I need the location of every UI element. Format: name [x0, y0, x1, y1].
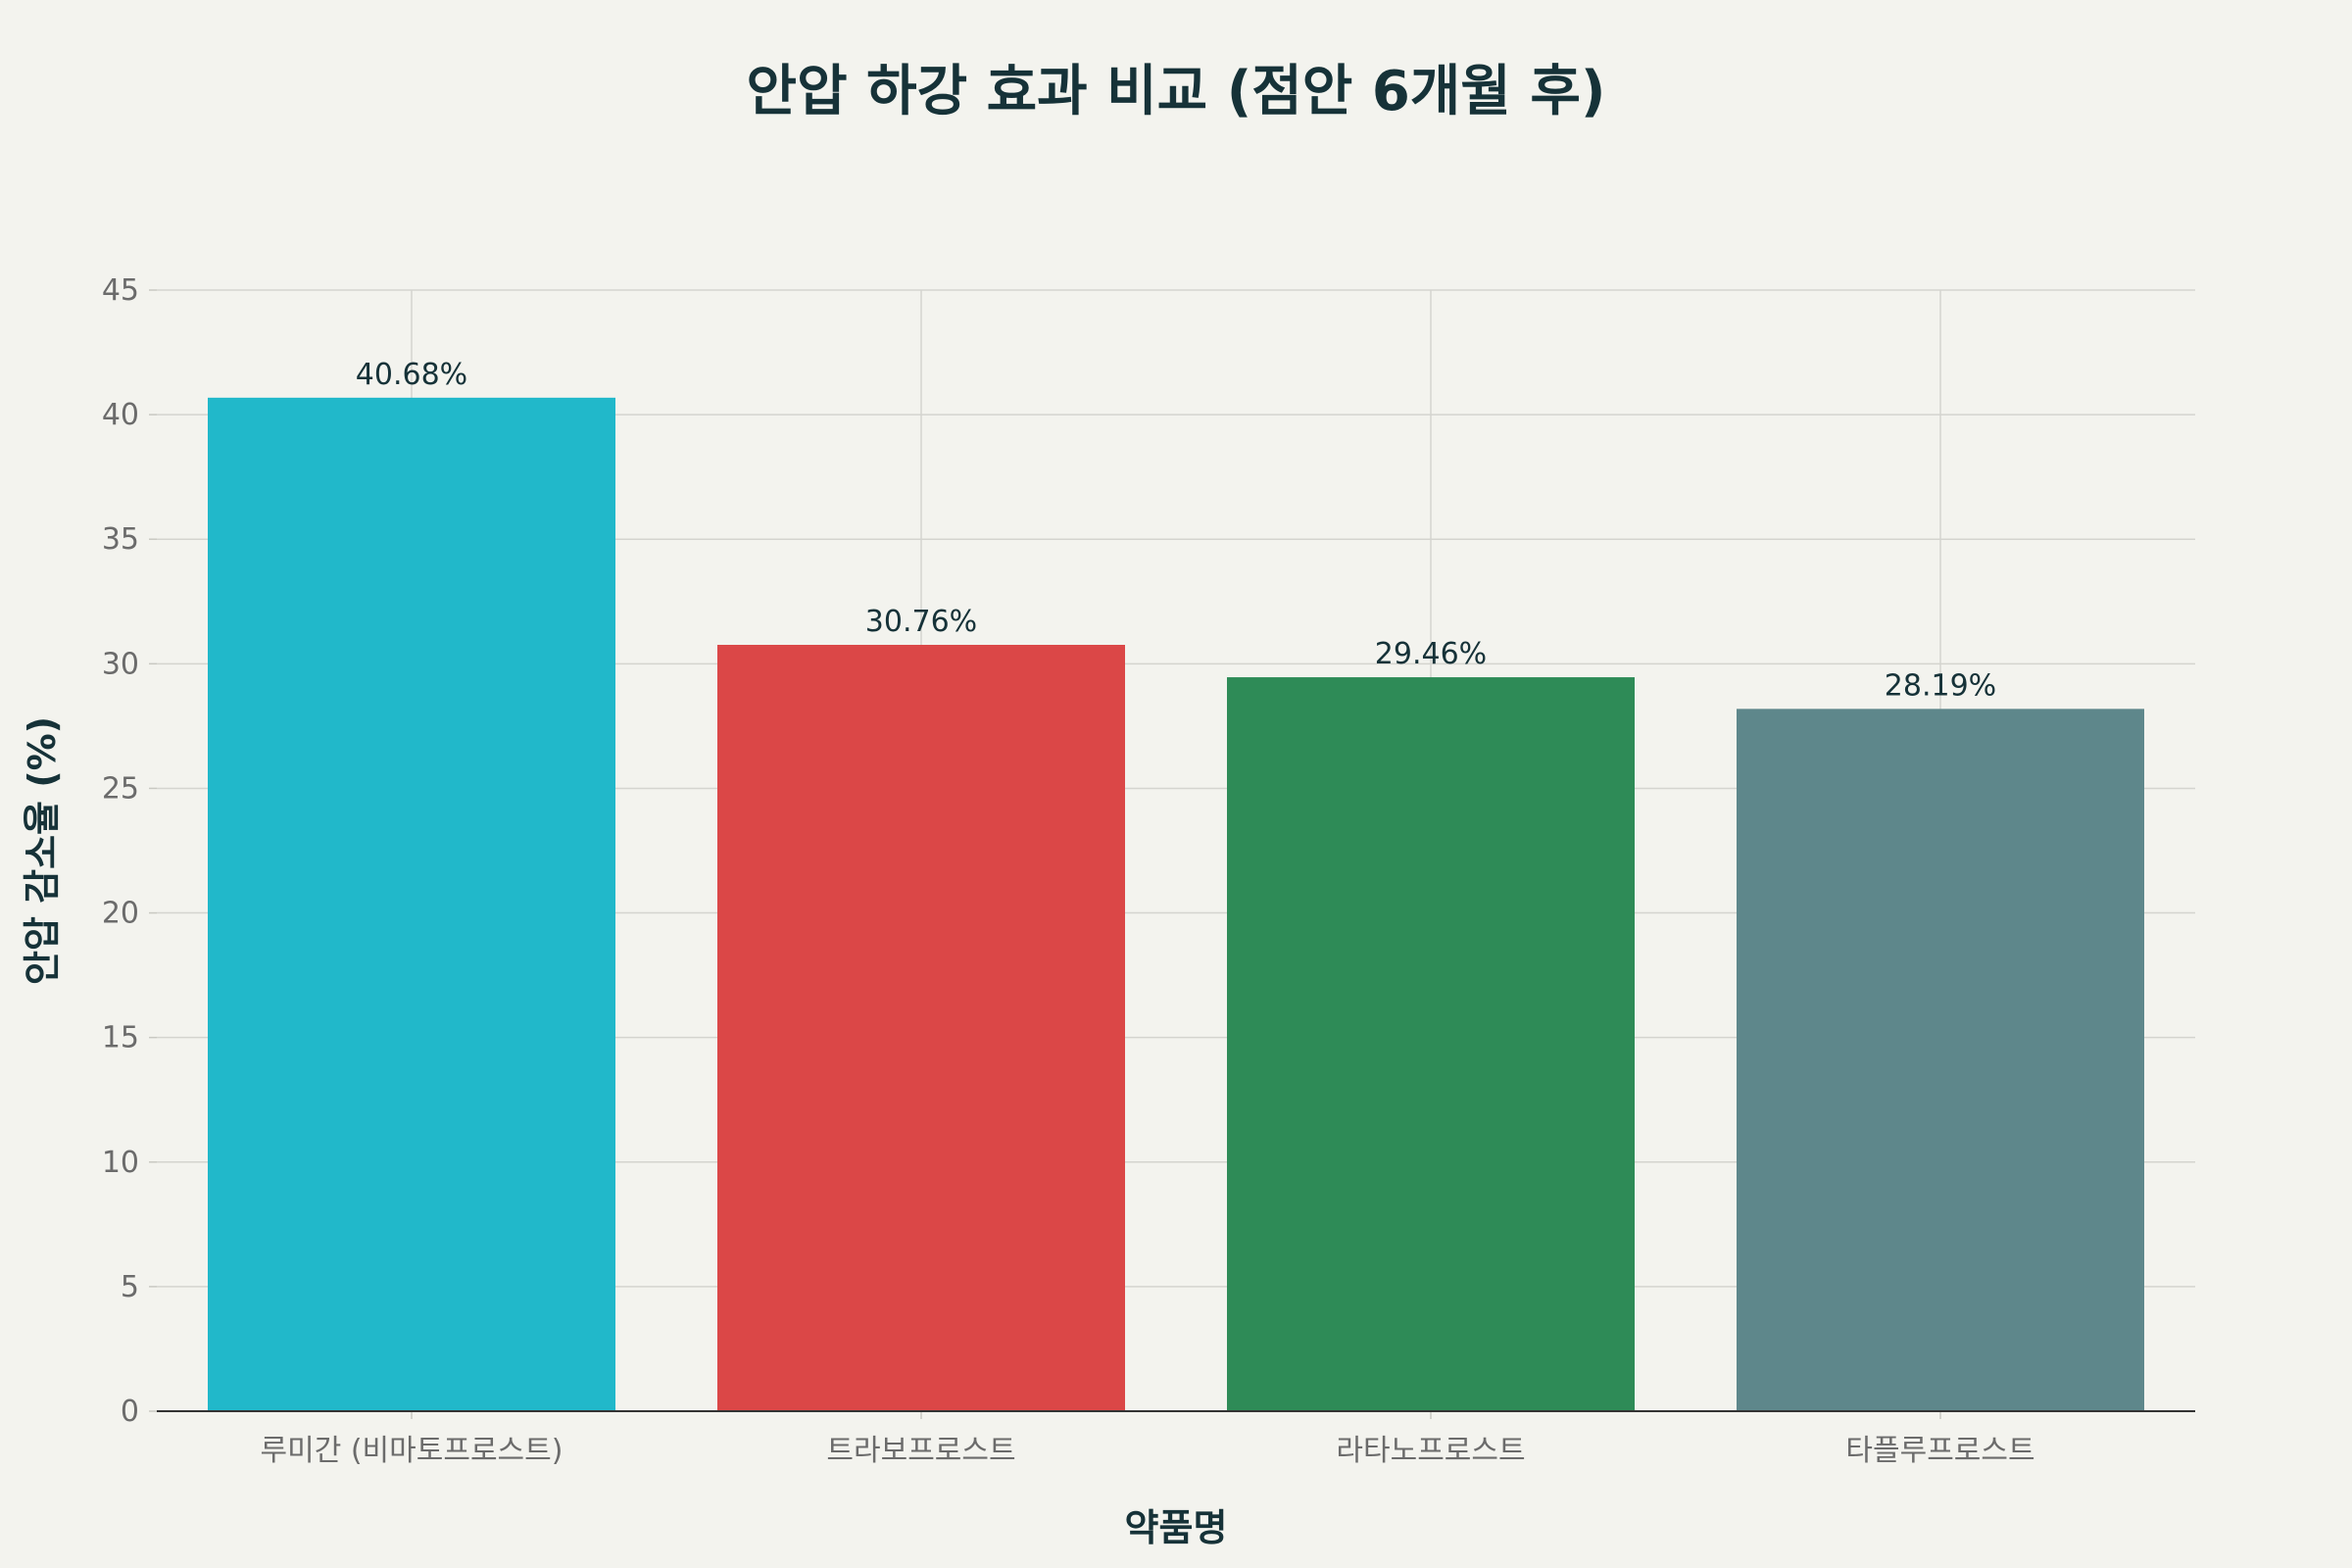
y-tick-label: 40: [102, 398, 139, 432]
bars: [208, 397, 2144, 1412]
labels: 0 5 10 15 20 25 30 35 40 45 40.68% 루미간 (비마토프로스트) 30.…: [102, 273, 2035, 1468]
y-axis-title: 안압 감소율 (%): [21, 716, 64, 985]
bar-value-label: 29.46%: [1375, 637, 1487, 671]
y-tick-label: 10: [102, 1146, 139, 1180]
bar: [1227, 677, 1635, 1411]
y-tick-label: 25: [102, 771, 139, 806]
x-tick-label: 라타노프로스트: [1336, 1434, 1525, 1468]
y-tick-label: 15: [102, 1021, 139, 1055]
y-tick-label: 20: [102, 897, 139, 931]
bar-value-label: 40.68%: [356, 358, 467, 392]
bar-value-label: 28.19%: [1885, 668, 1996, 703]
x-tick-label: 트라보프로스트: [826, 1434, 1015, 1468]
bar: [208, 397, 615, 1412]
axes: [149, 289, 2195, 1419]
x-tick-label: 타플루프로스트: [1845, 1434, 2034, 1468]
bar: [1737, 709, 2144, 1411]
chart-title: 안압 하강 효과 비교 (점안 6개월 후): [747, 60, 1606, 123]
y-tick-label: 30: [102, 647, 139, 681]
y-tick-label: 35: [102, 522, 139, 557]
y-tick-label: 45: [102, 273, 139, 308]
x-tick-label: 루미간 (비마토프로스트): [261, 1434, 564, 1468]
y-tick-label: 5: [121, 1270, 139, 1304]
bar-value-label: 30.76%: [865, 605, 977, 639]
y-tick-label: 0: [121, 1395, 139, 1429]
bar: [717, 645, 1125, 1411]
x-axis-title: 약품명: [1125, 1506, 1228, 1549]
